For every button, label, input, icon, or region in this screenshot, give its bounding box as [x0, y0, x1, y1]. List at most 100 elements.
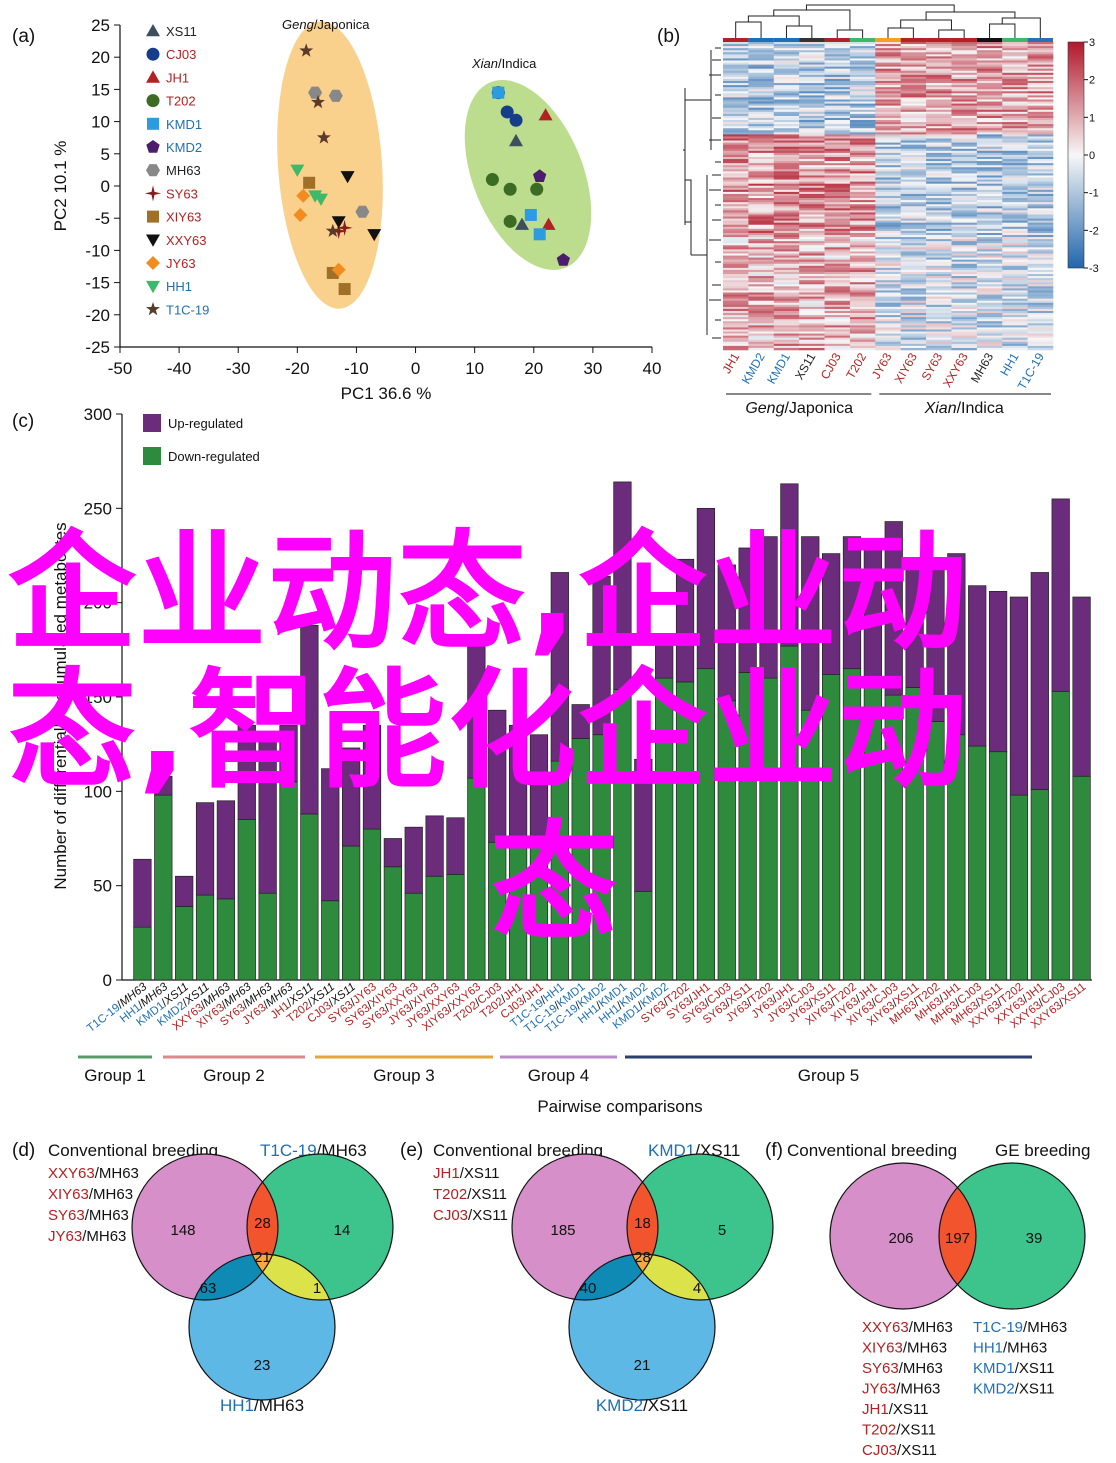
heatmap-cell — [824, 310, 851, 314]
heatmap-cell — [824, 70, 851, 74]
group-label-5: Group 5 — [798, 1066, 859, 1085]
heatmap-cell — [1002, 292, 1028, 295]
heatmap-cell — [976, 115, 1003, 119]
heatmap-cell — [723, 173, 749, 176]
heatmap-cell — [849, 343, 876, 347]
column-label-kmd2: KMD2 — [739, 350, 768, 386]
heatmap-cell — [875, 107, 901, 111]
heatmap-cell — [773, 282, 800, 285]
heatmap-cell — [748, 329, 775, 332]
heatmap-cell — [799, 218, 825, 221]
heatmap-cell — [875, 187, 901, 191]
heatmap-cell — [1002, 130, 1028, 133]
heatmap-cell — [926, 173, 952, 176]
panel-label-c: (c) — [12, 411, 34, 432]
heatmap-cell — [773, 333, 800, 336]
text-span: / — [786, 997, 797, 1009]
heatmap-cell — [900, 111, 927, 115]
bar-up-regulated — [195, 802, 215, 896]
heatmap-cell — [849, 304, 876, 308]
text-span: /Japonica — [314, 17, 370, 32]
heatmap-cell — [849, 226, 876, 230]
heatmap-cell — [824, 269, 851, 273]
heatmap-cell — [773, 286, 800, 289]
data-point-mh63 — [355, 205, 370, 218]
heatmap-cell — [875, 339, 901, 343]
heatmap-cell — [849, 212, 876, 215]
heatmap-cell — [824, 239, 851, 242]
heatmap-cell — [723, 304, 749, 308]
heatmap-cell — [1027, 310, 1054, 314]
heatmap-cell — [773, 46, 800, 49]
heatmap-cell — [926, 321, 952, 324]
heatmap-cell — [976, 249, 1003, 252]
heatmap-cell — [773, 296, 800, 299]
heatmap-cell — [1027, 163, 1054, 166]
heatmap-cell — [951, 255, 978, 258]
heatmap-cell — [773, 224, 800, 228]
heatmap-cell — [723, 210, 749, 213]
heatmap-cell — [976, 76, 1003, 80]
heatmap-cell — [799, 130, 825, 133]
heatmap-cell — [951, 120, 978, 123]
bar-up-regulated — [237, 724, 256, 820]
heatmap-cell — [723, 85, 749, 88]
bar-up-regulated — [696, 507, 716, 670]
heatmap-cell — [976, 130, 1003, 133]
heatmap-cell — [951, 296, 978, 299]
heatmap-cell — [900, 175, 927, 178]
heatmap-cell — [748, 167, 775, 170]
text-span: / — [594, 1000, 605, 1012]
heatmap-cell — [748, 282, 775, 285]
heatmap-cell — [723, 218, 749, 221]
heatmap-cell — [976, 237, 1003, 240]
bar-up-regulated — [1051, 498, 1070, 692]
heatmap-cell — [875, 179, 901, 182]
heatmap-cell — [900, 115, 927, 119]
heatmap-cell — [926, 142, 952, 145]
text-span: /XS11 — [468, 1207, 508, 1224]
heatmap-cell — [849, 183, 876, 187]
bar-up-regulated — [884, 521, 903, 696]
heatmap-cell — [748, 323, 775, 326]
heatmap-cell — [1027, 253, 1054, 256]
heatmap-cell — [900, 163, 927, 166]
heatmap-cell — [976, 52, 1003, 55]
heatmap-cell — [849, 274, 876, 277]
heatmap-cell — [723, 74, 749, 78]
heatmap-cell — [723, 120, 749, 123]
heatmap-cell — [1002, 300, 1028, 304]
text-span: XIY63 — [862, 1340, 903, 1357]
heatmap-cell — [824, 198, 851, 201]
heatmap-cell — [799, 99, 825, 102]
heatmap-cell — [976, 306, 1003, 310]
heatmap-cell — [875, 126, 901, 129]
colorbar — [1067, 41, 1085, 269]
heatmap-cell — [900, 257, 927, 260]
text-span: / — [953, 997, 964, 1009]
bar-up-regulated — [801, 536, 820, 711]
heatmap-cell — [799, 146, 825, 150]
heatmap-cell — [1027, 247, 1054, 250]
heatmap-cell — [951, 329, 978, 332]
heatmap-cell — [1027, 267, 1054, 271]
heatmap-cell — [900, 274, 927, 277]
heatmap-cell — [951, 308, 978, 312]
heatmap-cell — [926, 78, 952, 82]
column-group-bar — [976, 38, 1003, 42]
heatmap-cell — [723, 154, 749, 158]
heatmap-cell — [723, 224, 749, 228]
bar-down-regulated — [968, 745, 987, 981]
heatmap-cell — [799, 216, 825, 219]
heatmap-cell — [824, 126, 851, 129]
heatmap-cell — [926, 193, 952, 197]
heatmap-cell — [849, 156, 876, 160]
bar-down-regulated — [258, 892, 277, 981]
heatmap-cell — [799, 280, 825, 283]
heatmap-cell — [773, 202, 800, 205]
heatmap-cell — [951, 257, 978, 260]
heatmap-cell — [951, 313, 978, 316]
heatmap-cell — [926, 206, 952, 209]
data-point-t202 — [503, 214, 517, 228]
bar-up-regulated — [759, 536, 778, 679]
